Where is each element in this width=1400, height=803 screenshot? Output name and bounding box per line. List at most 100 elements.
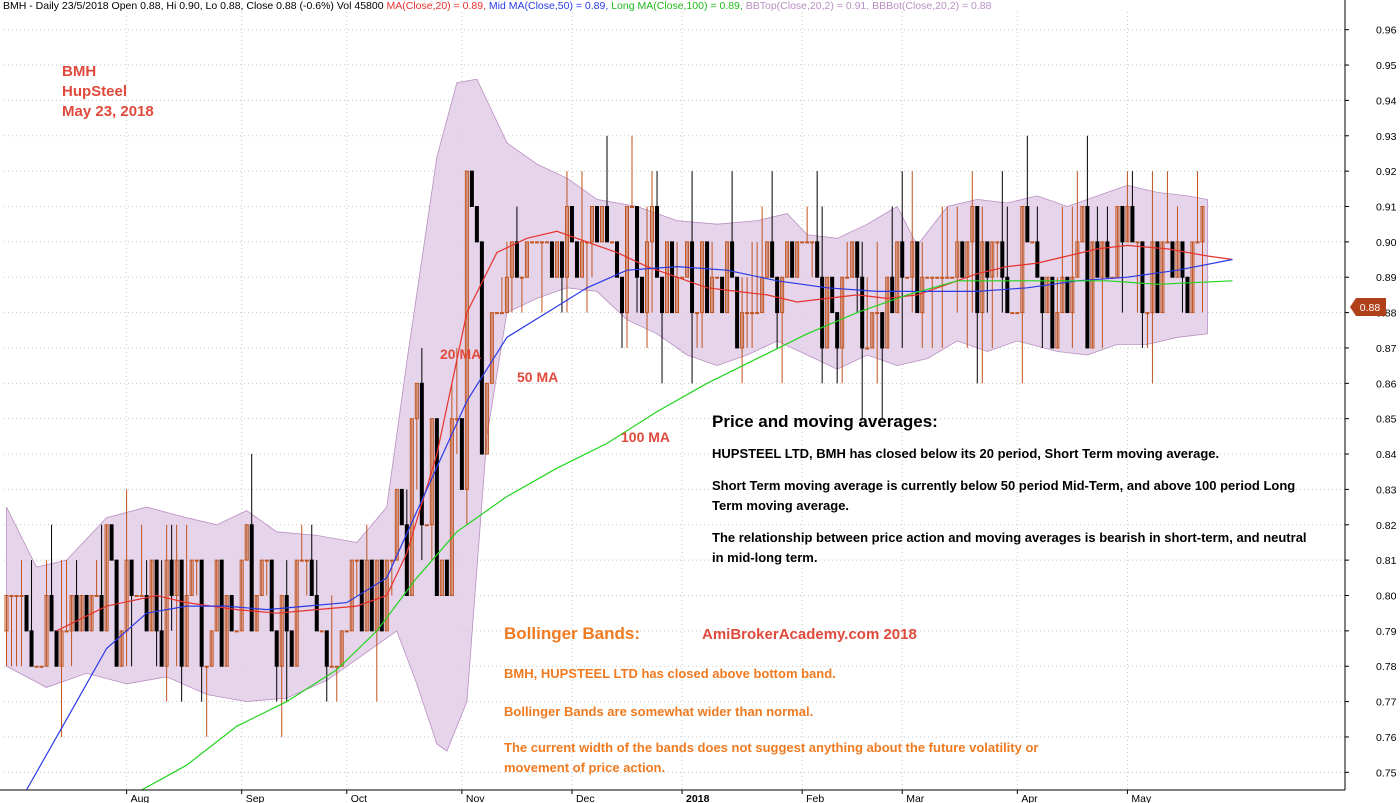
candle-body [1005,276,1010,314]
candle-body [84,595,89,632]
candle-body [464,170,469,490]
candle-body [745,312,750,315]
candle-body [950,276,955,279]
candle-body [179,559,184,667]
candle-body [900,241,905,278]
y-tick-label: 0.83 [1376,484,1397,496]
candle-body [379,559,384,632]
header-ma20: MA(Close,20) = 0.89, [386,0,486,12]
x-tick-label: Oct [351,793,367,803]
candle-body [945,276,950,279]
candle-body [104,524,109,632]
candle-body [364,559,369,632]
candle-body [990,241,995,278]
candle-body [474,206,479,243]
candle-body [695,312,700,315]
candle-body [890,276,895,314]
candle-body [995,241,1000,244]
candle-body [24,595,29,632]
candle-body [910,241,915,278]
candle-body [504,276,509,314]
bollinger-p2: Bollinger Bands are somewhat wider than … [504,704,814,719]
candle-body [119,630,124,667]
y-tick-label: 0.89 [1376,272,1397,284]
candle-body [99,595,104,632]
candle-body [574,241,579,278]
candle-body [740,312,745,349]
candle-body [1115,206,1120,278]
header-bbtop: BBTop(Close,20,2) = 0.91, [745,0,870,12]
ma100-label: 100 MA [621,429,671,445]
candle-body [845,276,850,279]
candle-body [785,241,790,278]
chart-header: BMH - Daily 23/5/2018 Open 0.88, Hi 0.90… [3,0,991,12]
candle-body [404,524,409,596]
candle-body [374,559,379,632]
candle-body [725,241,730,314]
x-tick-label: Nov [466,793,485,803]
header-bbbot: BBBot(Close,20,2) = 0.88 [872,0,992,12]
candle-body [299,559,304,562]
candle-body [985,241,990,278]
candle-body [314,595,319,632]
moving-average-lines [25,230,1233,791]
x-tick-label: Sep [246,793,265,803]
candle-body [850,241,855,278]
last-price-badge-shape [1350,298,1386,316]
candle-body [414,382,419,420]
candle-body [54,630,59,667]
candle-body [1080,206,1085,243]
candle-body [604,206,609,243]
candle-body [139,595,144,597]
ma100-line [141,280,1233,791]
candle-body [1085,206,1090,349]
candle-body [690,241,695,314]
candle-body [189,559,194,596]
candle-body [279,595,284,667]
candle-body [124,559,129,632]
candle-body [459,418,464,490]
candle-body [770,241,775,278]
candle-body [14,595,19,597]
candle-body [369,559,374,632]
bollinger-title-block: Bollinger Bands: [504,624,1144,644]
candle-body [670,241,675,314]
candle-body [64,630,69,633]
candle-body [429,418,434,526]
candle-body [484,382,489,455]
candle-body [559,241,564,278]
candle-body [965,241,970,278]
header-main: BMH - Daily 23/5/2018 Open 0.88, Hi 0.90… [3,0,384,12]
candle-body [609,241,614,244]
candle-body [855,241,860,278]
candle-body [289,630,294,667]
candle-body [1120,206,1125,243]
candle-body [294,559,299,667]
header-ma100: Long MA(Close,100) = 0.89, [611,0,743,12]
candle-body [534,241,539,244]
y-tick-label: 0.86 [1376,378,1397,390]
candle-body [645,241,650,314]
candle-body [680,276,685,279]
candle-body [444,559,449,596]
candle-body [1055,312,1060,349]
y-tick-label: 0.82 [1376,520,1397,532]
candle-body [1105,241,1110,278]
candle-body [940,276,945,279]
candle-body [544,241,549,244]
candle-body [589,206,594,243]
y-tick-label: 0.93 [1376,131,1397,143]
candle-body [134,595,139,597]
candle-body [269,559,274,632]
candle-body [69,595,74,632]
y-tick-label: 0.94 [1376,95,1397,107]
candle-body [424,524,429,527]
y-tick-label: 0.85 [1376,414,1397,426]
candle-body [499,312,504,315]
candle-body [775,276,780,314]
y-tick-label: 0.78 [1376,661,1397,673]
candle-body [1035,241,1040,278]
candle-body [349,559,354,632]
candle-body [1045,276,1050,314]
candle-body [399,488,404,526]
